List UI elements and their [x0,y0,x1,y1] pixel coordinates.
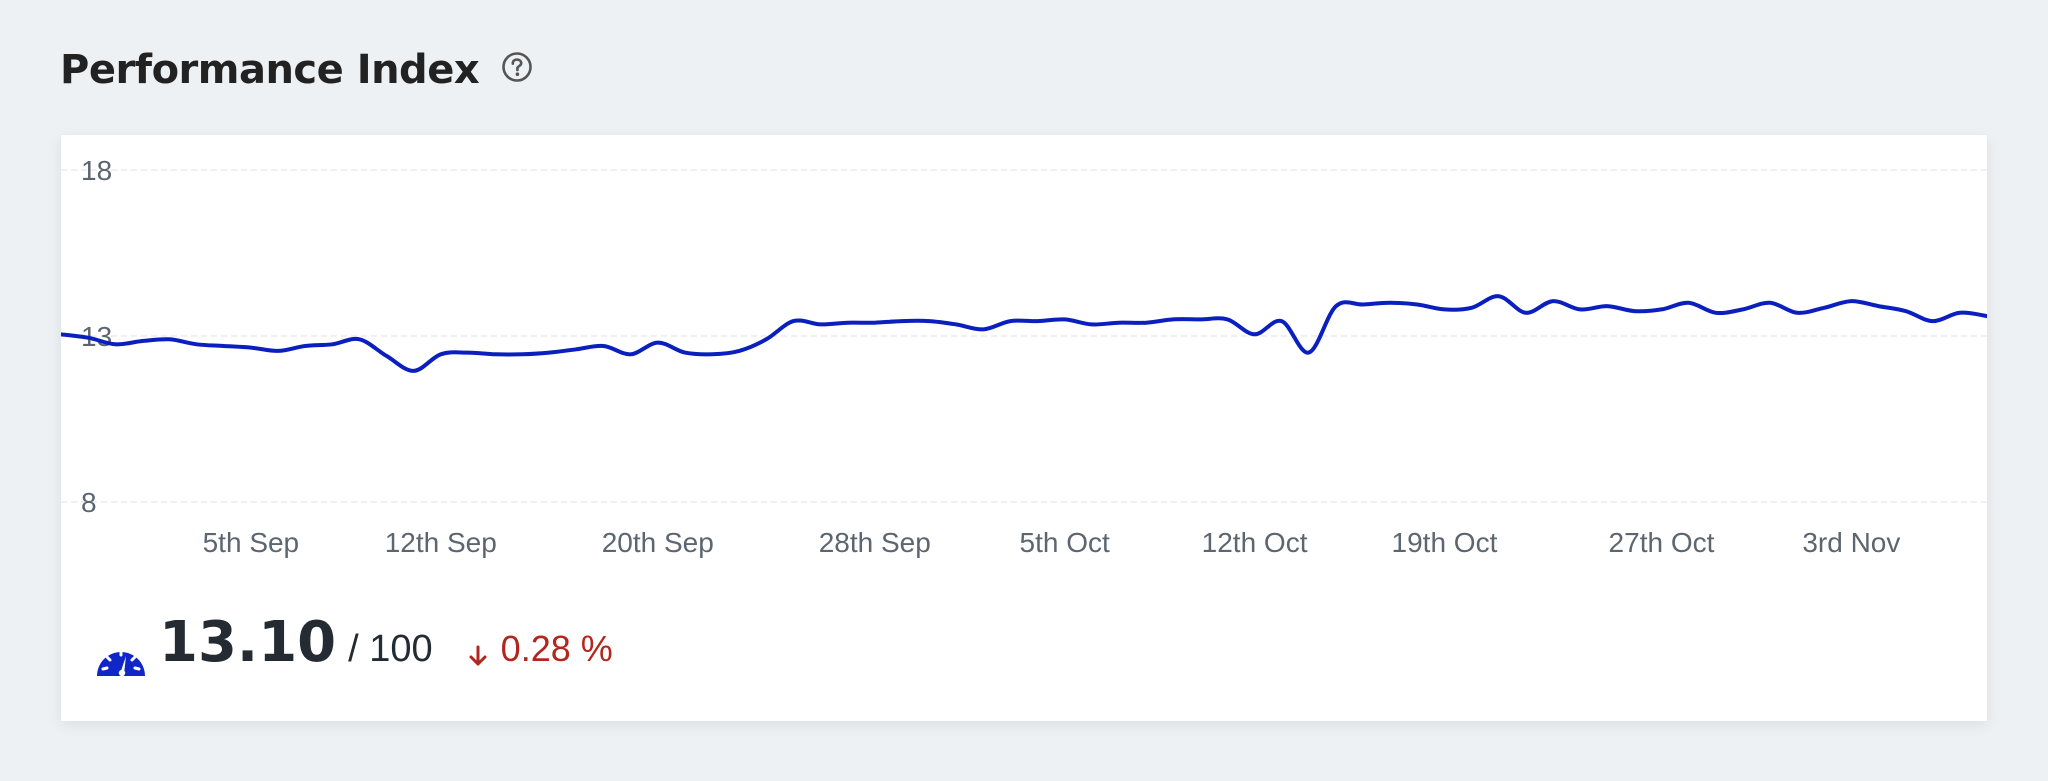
question-circle-icon[interactable] [501,51,533,83]
y-tick-label: 8 [81,487,97,518]
arrow-down-icon [469,645,487,666]
x-tick-label: 5th Oct [1020,527,1110,558]
score-change: 0.28 % [467,628,613,670]
page-header: Performance Index [60,40,533,100]
x-tick-label: 19th Oct [1392,527,1498,558]
x-tick-label: 12th Sep [385,527,497,558]
score-max: / 100 [348,628,433,670]
x-tick-label: 27th Oct [1609,527,1715,558]
x-axis: 5th Sep 12th Sep 20th Sep 28th Sep 5th Oct 12… [203,527,1901,558]
page-title: Performance Index [60,47,480,93]
x-tick-label: 28th Sep [819,527,931,558]
y-tick-label: 18 [81,155,112,186]
x-tick-label: 5th Sep [203,527,300,558]
performance-card: 18 13 8 5th Sep 12th Sep 20th Sep 28th Sep 5th… [61,135,1987,721]
change-value: 0.28 % [500,628,613,669]
score-summary: 13.10 / 100 0.28 % [95,610,613,690]
gauge-icon [97,649,145,677]
x-tick-label: 12th Oct [1202,527,1308,558]
x-tick-label: 20th Sep [602,527,714,558]
chart-grid [61,169,1987,503]
x-tick-label: 3rd Nov [1802,527,1900,558]
score-value: 13.10 [159,610,337,675]
series-line [61,294,1987,373]
